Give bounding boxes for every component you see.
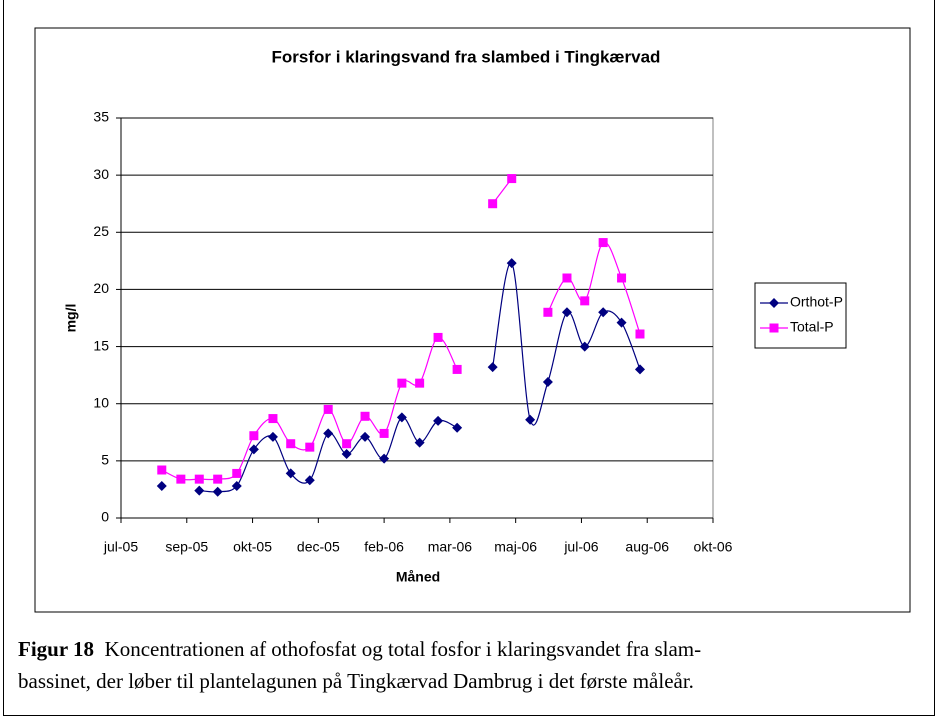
x-axis-label: Måned <box>396 569 440 585</box>
data-point <box>268 414 278 424</box>
data-point <box>176 474 186 484</box>
data-point <box>323 428 334 439</box>
data-point <box>286 439 296 449</box>
data-point <box>396 412 407 423</box>
data-point <box>579 341 590 352</box>
data-point <box>433 415 444 426</box>
caption-line: bassinet, der løber til plantelagunen på… <box>18 669 694 694</box>
x-tick-label: jul-06 <box>563 539 598 555</box>
x-tick-label: maj-06 <box>494 539 537 555</box>
data-point <box>212 486 223 497</box>
y-tick-label: 5 <box>101 452 109 468</box>
y-tick-label: 15 <box>93 337 109 353</box>
data-point <box>487 362 498 373</box>
data-point <box>248 444 259 455</box>
frame <box>3 0 935 716</box>
data-point <box>379 428 389 438</box>
x-tick-label: jul-05 <box>103 539 138 555</box>
legend-label: Total-P <box>790 319 834 335</box>
legend <box>754 282 847 349</box>
caption-label: Figur 18 <box>18 637 95 661</box>
data-point <box>397 378 407 388</box>
data-point <box>194 474 204 484</box>
data-point <box>525 414 536 425</box>
y-tick-label: 10 <box>93 394 109 410</box>
data-point <box>304 475 315 486</box>
data-point <box>323 404 333 414</box>
data-point <box>341 449 352 459</box>
data-point <box>231 481 242 491</box>
x-tick-label: okt-05 <box>233 539 272 555</box>
x-tick-label: sep-05 <box>165 539 208 555</box>
data-point <box>617 273 627 283</box>
data-point <box>360 411 370 421</box>
data-point <box>598 238 608 248</box>
y-axis-label: mg/l <box>63 304 79 333</box>
y-tick-label: 25 <box>93 223 109 239</box>
caption-text: bassinet, der løber til plantelagunen på… <box>18 669 694 693</box>
data-point <box>285 468 296 479</box>
chart-title: Forsfor i klaringsvand fra slambed i Tin… <box>272 47 661 66</box>
data-point <box>488 199 498 209</box>
y-tick-label: 0 <box>101 509 109 525</box>
data-point <box>249 431 259 441</box>
data-point <box>157 465 167 475</box>
data-point <box>598 307 609 318</box>
data-point <box>342 439 352 449</box>
data-point <box>452 422 463 433</box>
data-point <box>542 377 553 387</box>
data-point <box>415 378 425 388</box>
data-point <box>634 364 645 375</box>
data-point <box>452 364 462 374</box>
data-point <box>635 329 645 339</box>
data-point <box>580 296 590 306</box>
data-point <box>561 307 572 318</box>
data-point <box>194 485 205 496</box>
caption-line: Figur 18 Koncentrationen af othofosfat o… <box>18 637 701 662</box>
y-tick-label: 30 <box>93 166 109 182</box>
data-point <box>433 332 443 342</box>
x-tick-label: feb-06 <box>364 539 404 555</box>
x-tick-label: okt-06 <box>694 539 733 555</box>
legend-marker <box>769 298 779 308</box>
data-point <box>156 481 167 491</box>
data-point <box>543 307 553 317</box>
data-point <box>507 174 517 184</box>
data-point <box>232 468 242 478</box>
data-point <box>305 442 315 452</box>
legend-marker <box>769 323 779 333</box>
x-tick-label: mar-06 <box>428 539 473 555</box>
legend-label: Orthot-P <box>790 294 843 310</box>
x-tick-label: aug-06 <box>625 539 669 555</box>
data-point <box>360 431 371 442</box>
caption-text: Koncentrationen af othofosfat og total f… <box>104 637 702 661</box>
data-point <box>213 474 223 484</box>
data-point <box>562 273 572 283</box>
data-point <box>616 317 627 328</box>
data-point <box>267 431 278 442</box>
data-point <box>379 453 390 464</box>
data-point <box>506 258 517 269</box>
y-tick-label: 35 <box>93 109 109 125</box>
y-tick-label: 20 <box>93 280 109 296</box>
data-point <box>414 437 425 448</box>
x-tick-label: dec-05 <box>297 539 340 555</box>
